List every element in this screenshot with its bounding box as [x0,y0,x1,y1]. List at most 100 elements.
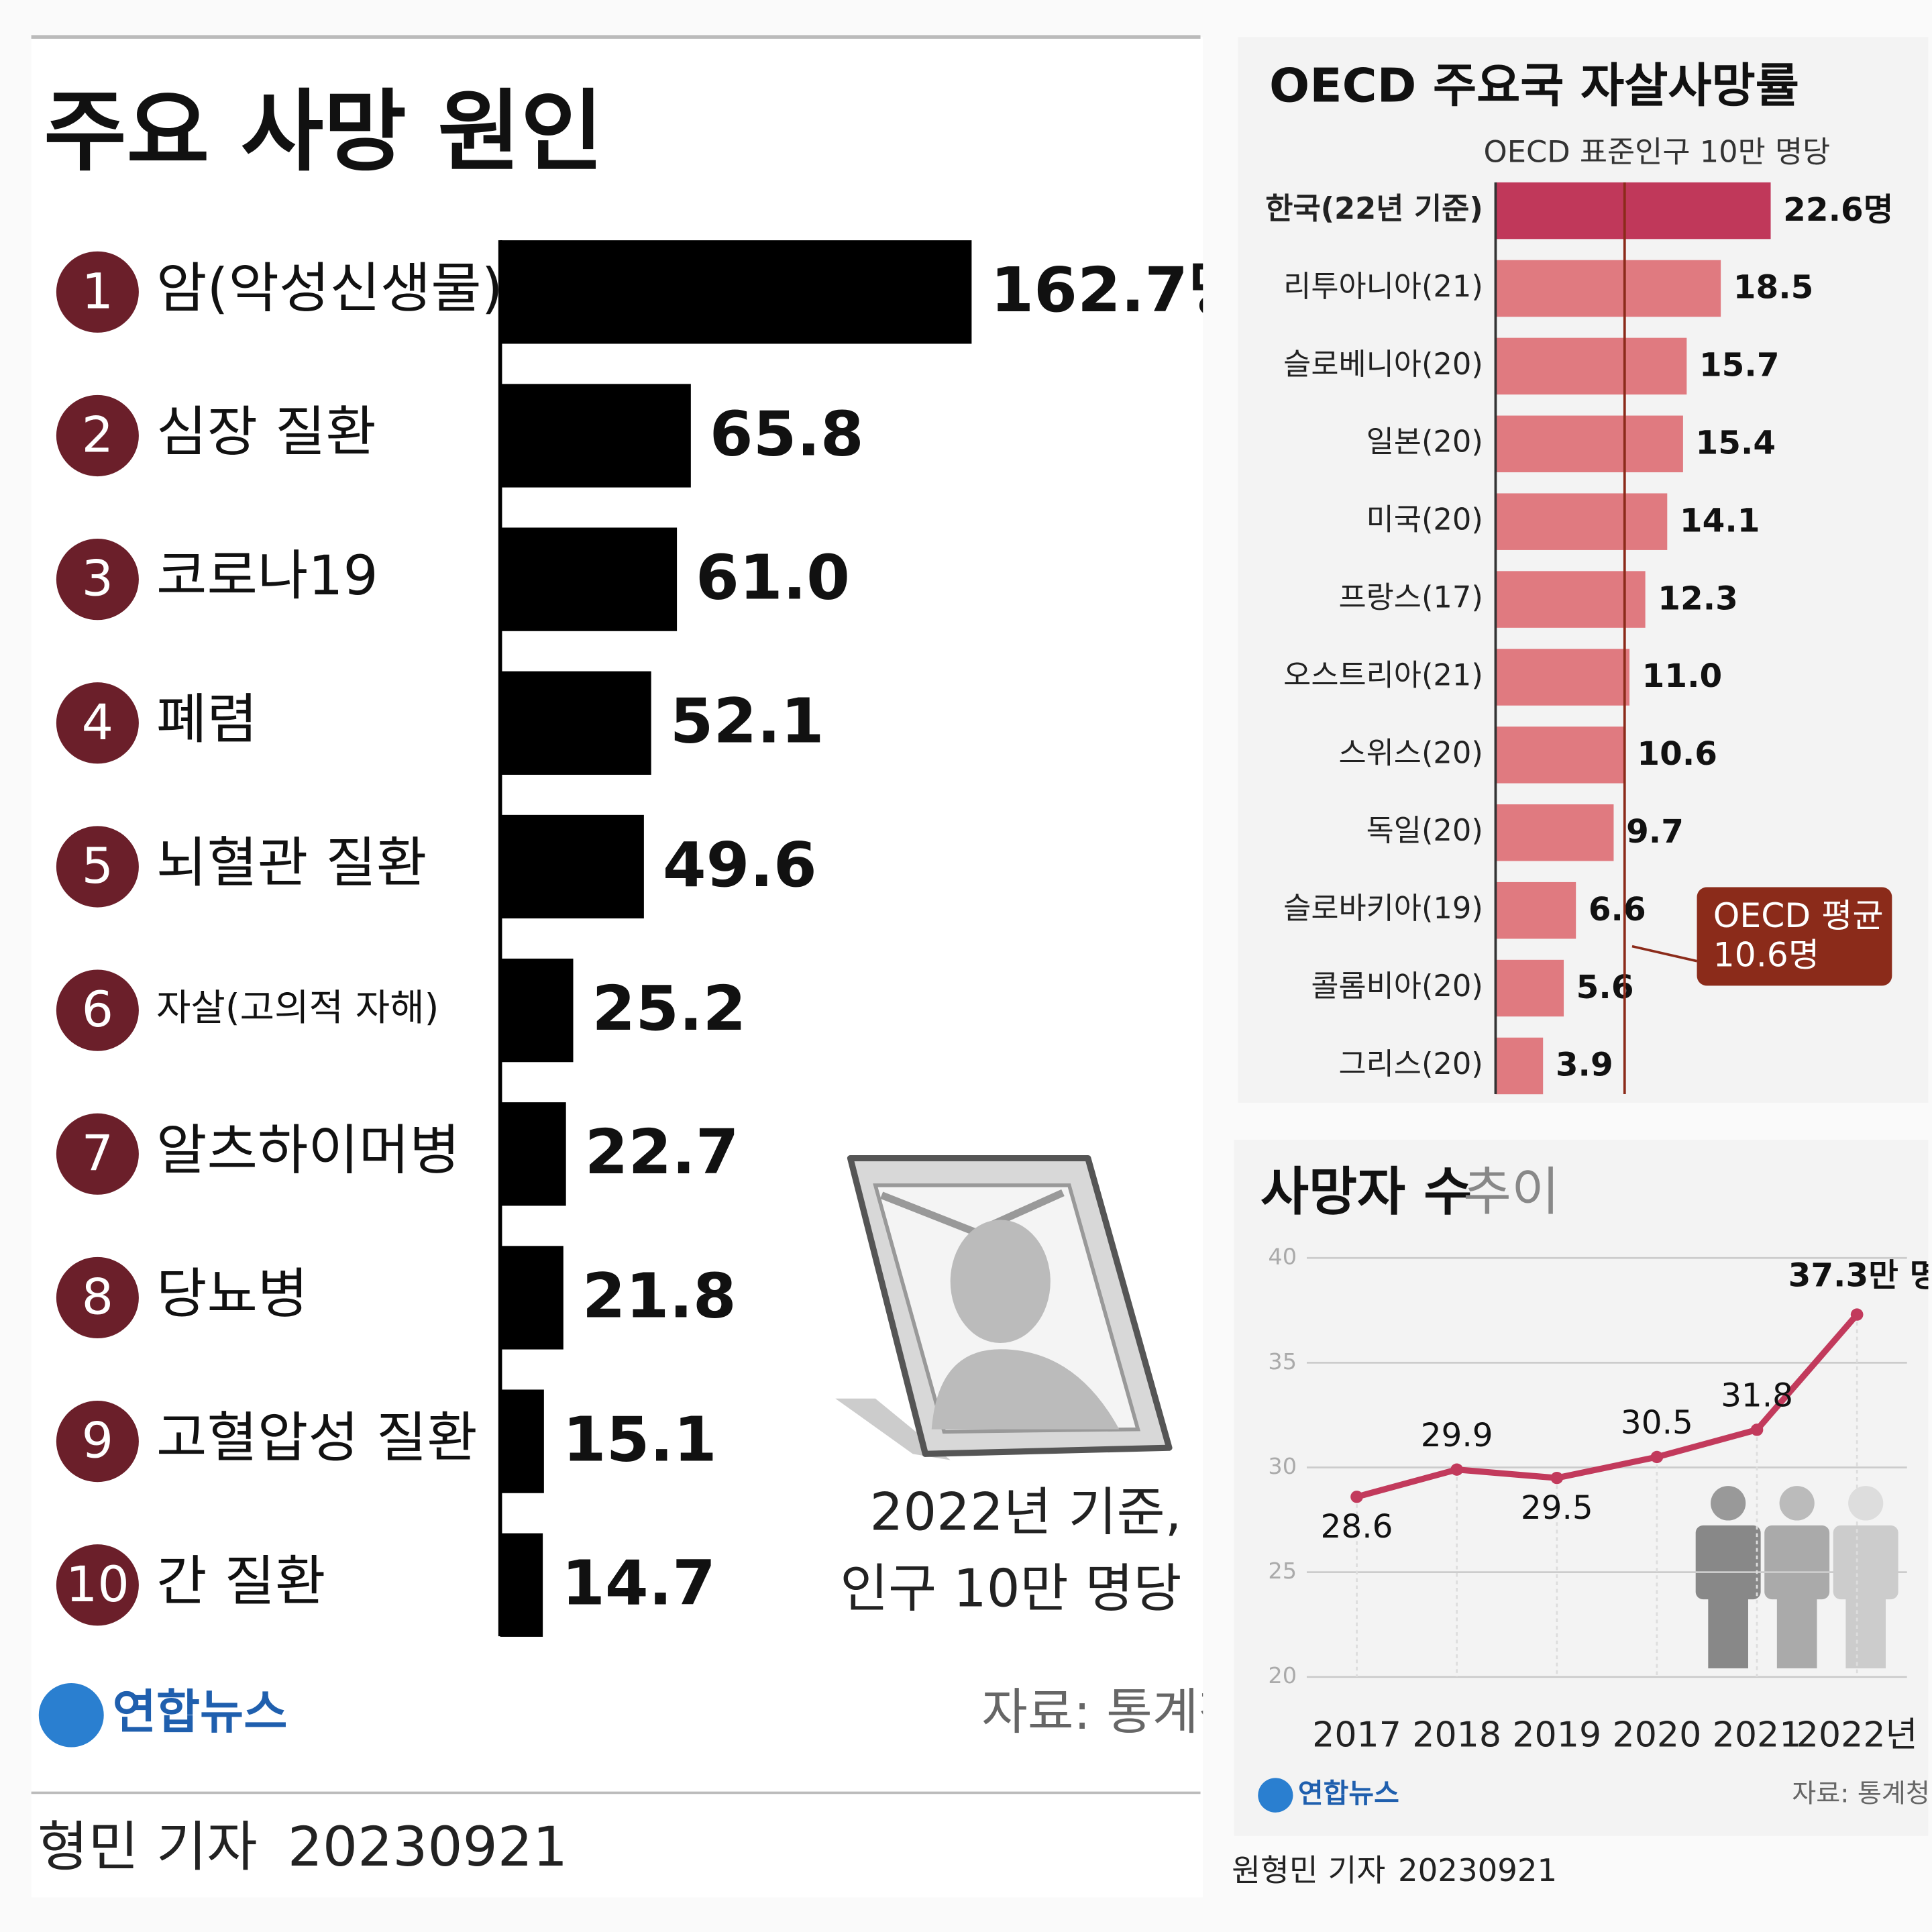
logo: 연합뉴스 [1298,1777,1399,1809]
category-label: 콜롬비아(20) [1311,969,1483,1004]
bar [1495,415,1683,473]
bar [1495,649,1630,706]
category-label: 일본(20) [1366,425,1483,460]
chart-title: OECD 주요국 자살사망률 [1269,58,1799,113]
category-label: 심장 질환 [156,400,376,464]
value-label: 29.5 [1521,1489,1593,1527]
x-tick-label: 2017 [1312,1715,1401,1756]
bar [1495,571,1646,628]
rank-badge [56,969,139,1051]
x-tick-label: 2019 [1512,1715,1601,1756]
category-label: 슬로베니아(20) [1283,347,1483,382]
y-tick-label: 40 [1268,1244,1297,1270]
value-label: 52.1 [670,685,824,757]
value-label: 61.0 [696,541,850,613]
chart-subtitle: OECD 표준인구 10만 명당 [1483,136,1830,170]
value-label: 3.9 [1556,1046,1613,1084]
rank-label: 5 [82,837,113,894]
bar [1495,959,1564,1017]
point [1550,1471,1564,1485]
category-label: 스위스(20) [1339,737,1483,771]
rank-badge [56,1544,139,1626]
rank-label: 1 [82,263,113,320]
bar [500,1533,543,1637]
point [1650,1450,1664,1464]
left-group: 주요 사망 원인 1 암(악성신생물) 162.7명 2 심장 질환 65.8 3 코로나19 6… [38,80,1246,1879]
value-label: 162.7명 [990,254,1246,326]
rank-badge [56,539,139,621]
bar [1495,804,1614,861]
rank-badge [56,251,139,333]
category-label: 미국(20) [1366,503,1483,537]
rank-badge [56,1256,139,1339]
point [1750,1424,1764,1436]
x-tick-label: 2020 [1613,1715,1702,1756]
logo: 연합뉴스 [113,1685,288,1739]
bar [500,240,972,344]
value-label: 12.3 [1658,580,1738,618]
value-label: 22.7 [585,1116,739,1188]
y-tick-label: 30 [1268,1453,1297,1479]
rank-badge [56,394,139,477]
value-label: 6.6 [1589,891,1646,928]
rank-badge [56,1113,139,1195]
rank-badge [56,682,139,764]
bar [1495,1037,1544,1095]
rank-label: 7 [82,1125,113,1182]
y-tick-label: 20 [1268,1662,1297,1688]
category-label: 코로나19 [156,544,378,607]
portrait-icon [835,1155,1173,1460]
category-label: 리투아니아(21) [1283,270,1483,304]
annotation-label: 10.6명 [1713,936,1819,975]
source: 자료: 통계청 [981,1684,1244,1741]
bar [500,384,691,488]
y-tick-label: 25 [1268,1558,1297,1584]
category-label: 간 질환 [156,1550,325,1613]
value-label: 21.8 [582,1260,737,1332]
annotation-box [1697,887,1892,986]
chart-subtitle: 추이 [1463,1162,1560,1222]
value-label: 22.6명 [1783,191,1893,229]
source: 자료: 통계청 [1792,1779,1930,1809]
rank-label: 8 [82,1269,113,1326]
bar [500,671,651,775]
note: 2022년 기준, [870,1483,1182,1542]
value-label: 25.2 [592,973,746,1044]
byline: 원형민 기자 [1232,1853,1385,1889]
point [1450,1463,1463,1476]
chart-title: 사망자 수 [1260,1162,1472,1222]
value-label: 29.9 [1421,1417,1493,1454]
date: 20230921 [288,1816,568,1879]
value-label: 15.4 [1696,425,1776,462]
bar [500,1102,566,1206]
rank-label: 6 [82,981,113,1038]
bar [1495,727,1625,784]
category-label: 자살(고의적 자해) [156,987,439,1030]
rank-label: 2 [82,407,113,464]
category-label: 프랑스(17) [1339,581,1483,615]
rank-label: 10 [66,1556,129,1613]
x-tick-label: 2018 [1412,1715,1501,1756]
value-label: 28.6 [1321,1508,1393,1546]
annotation-pointer [1631,945,1697,963]
value-label: 37.3만 명 [1788,1257,1932,1295]
category-label: 독일(20) [1366,814,1483,848]
category-label: 폐렴 [156,688,258,751]
people-icon [1695,1486,1898,1668]
bar [500,527,678,631]
category-label: 그리스(20) [1339,1047,1483,1081]
y-tick-label: 35 [1268,1348,1297,1375]
value-label: 49.6 [663,828,817,900]
chart-title: 주요 사망 원인 [44,80,603,184]
value-label: 30.5 [1621,1404,1693,1442]
value-label: 10.6 [1637,735,1717,773]
bar [500,814,644,919]
x-tick-label: 2021 [1713,1715,1802,1756]
value-label: 14.7 [561,1547,716,1619]
note: 인구 10만 명당 [840,1559,1181,1619]
rank-label: 3 [82,550,113,607]
value-label: 15.7 [1699,347,1780,384]
bar [500,958,574,1063]
